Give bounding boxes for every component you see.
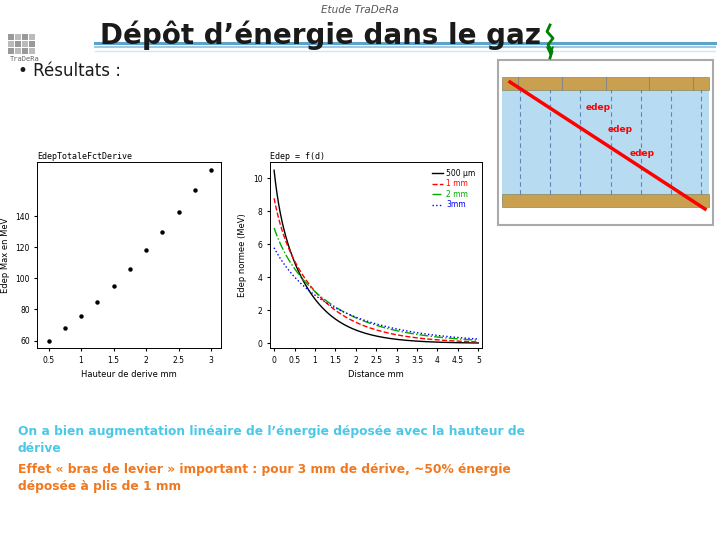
Text: edep: edep — [608, 125, 633, 134]
Text: déposée à plis de 1 mm: déposée à plis de 1 mm — [18, 480, 181, 493]
Bar — [502, 194, 709, 207]
Bar — [29, 41, 35, 47]
Y-axis label: Edep normee (MeV): Edep normee (MeV) — [238, 213, 247, 297]
Text: • Résultats :: • Résultats : — [18, 62, 121, 80]
2 mm — [291, 266, 300, 273]
500 μm — [270, 167, 279, 173]
X-axis label: Hauteur de derive mm: Hauteur de derive mm — [81, 370, 177, 380]
Bar — [22, 41, 28, 47]
Line: 500 μm: 500 μm — [274, 170, 478, 343]
Text: edep: edep — [630, 148, 655, 158]
Y-axis label: Edep Max en MeV: Edep Max en MeV — [1, 218, 10, 293]
Legend: 500 μm, 1 mm, 2 mm, 3mm: 500 μm, 1 mm, 2 mm, 3mm — [428, 166, 479, 213]
1 mm — [433, 336, 441, 343]
Bar — [8, 48, 14, 54]
3mm — [291, 274, 300, 281]
3mm — [474, 336, 482, 342]
Bar — [8, 34, 14, 40]
Bar — [15, 34, 21, 40]
3mm — [410, 329, 418, 335]
500 μm — [291, 260, 300, 266]
2 mm — [429, 333, 438, 340]
Line: 3mm: 3mm — [274, 248, 478, 339]
500 μm — [352, 327, 361, 334]
1 mm — [352, 320, 361, 326]
Bar — [8, 41, 14, 47]
500 μm — [433, 339, 441, 346]
Bar — [15, 41, 21, 47]
Bar — [502, 88, 709, 203]
Bar — [502, 77, 709, 90]
1 mm — [270, 195, 279, 201]
Bar — [498, 60, 713, 225]
Text: dérive: dérive — [18, 442, 62, 455]
3mm — [270, 245, 279, 251]
500 μm — [360, 329, 369, 336]
3mm — [352, 314, 361, 321]
Bar — [29, 34, 35, 40]
500 μm — [474, 340, 482, 346]
1 mm — [291, 259, 300, 265]
2 mm — [270, 225, 279, 231]
500 μm — [429, 339, 438, 345]
2 mm — [474, 337, 482, 343]
X-axis label: Distance mm: Distance mm — [348, 370, 404, 380]
2 mm — [352, 315, 361, 321]
2 mm — [433, 334, 441, 340]
1 mm — [410, 334, 418, 341]
Line: 2 mm: 2 mm — [274, 228, 478, 340]
1 mm — [360, 322, 369, 329]
Text: Etude TraDeRa: Etude TraDeRa — [321, 5, 399, 15]
Bar — [15, 48, 21, 54]
1 mm — [474, 339, 482, 345]
3mm — [360, 317, 369, 323]
500 μm — [410, 338, 418, 344]
Text: Dépôt d’énergie dans le gaz: Dépôt d’énergie dans le gaz — [100, 20, 541, 50]
Text: Effet « bras de levier » important : pour 3 mm de dérive, ~50% énergie: Effet « bras de levier » important : pou… — [18, 463, 511, 476]
Text: EdepTotaleFctDerive: EdepTotaleFctDerive — [37, 152, 132, 161]
Text: TraDeRa: TraDeRa — [10, 56, 40, 62]
2 mm — [360, 318, 369, 325]
Text: edep: edep — [586, 103, 611, 111]
1 mm — [429, 336, 438, 343]
3mm — [429, 332, 438, 338]
Text: Edep = f(d): Edep = f(d) — [270, 152, 325, 161]
2 mm — [410, 330, 418, 337]
Text: On a bien augmentation linéaire de l’énergie déposée avec la hauteur de: On a bien augmentation linéaire de l’éne… — [18, 425, 525, 438]
Bar — [29, 48, 35, 54]
Bar — [22, 48, 28, 54]
Bar — [22, 34, 28, 40]
3mm — [433, 332, 441, 339]
Line: 1 mm: 1 mm — [274, 198, 478, 342]
